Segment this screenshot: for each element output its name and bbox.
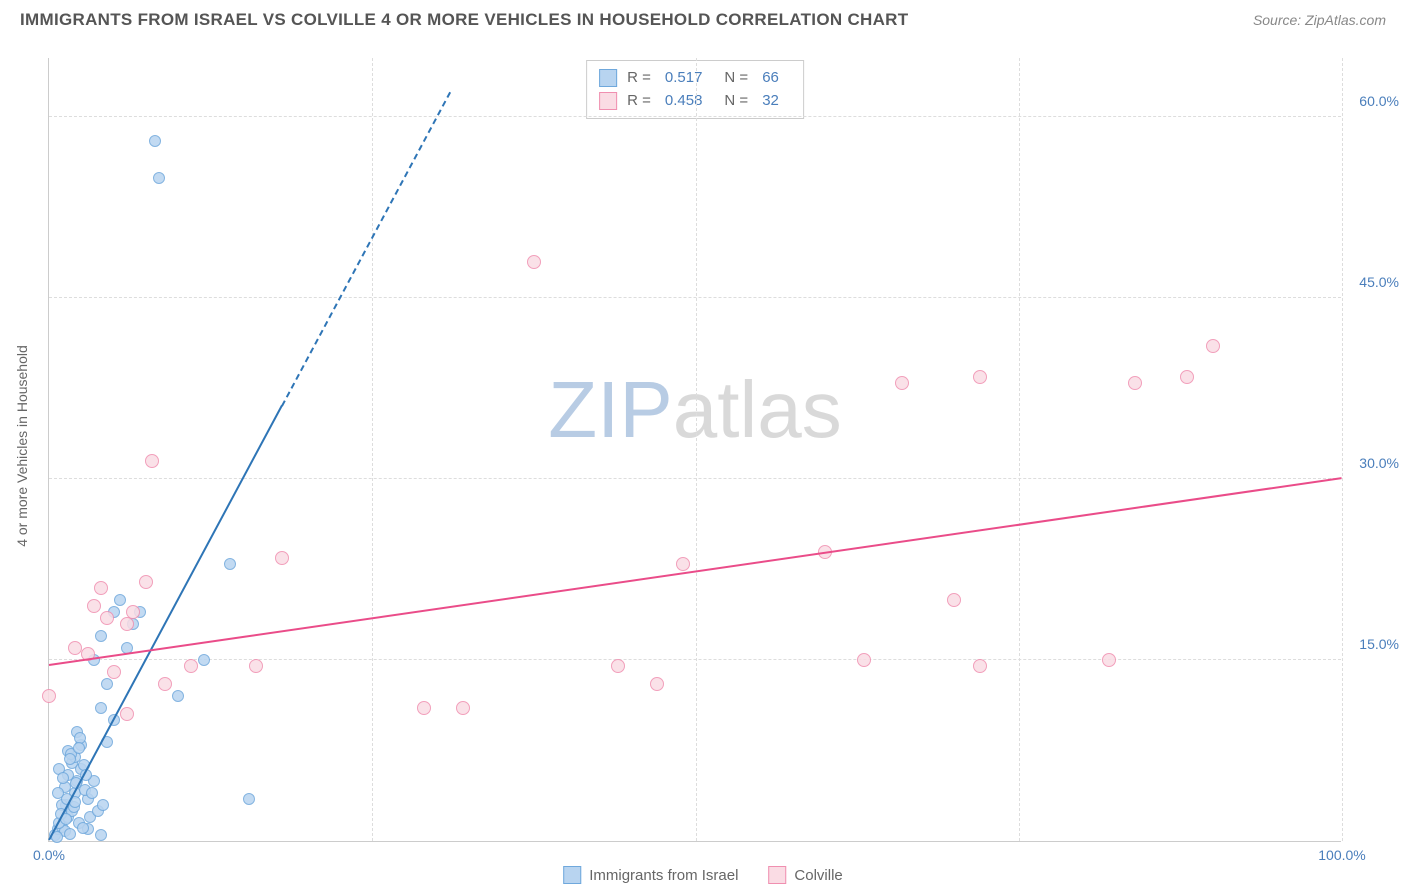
scatter-point-israel (243, 793, 255, 805)
scatter-point-colville (120, 617, 134, 631)
scatter-point-israel (95, 630, 107, 642)
scatter-point-israel (52, 787, 64, 799)
y-tick-label: 45.0% (1359, 274, 1399, 290)
legend: Immigrants from Israel Colville (563, 866, 843, 884)
scatter-point-israel (73, 742, 85, 754)
scatter-point-israel (97, 799, 109, 811)
scatter-point-israel (114, 594, 126, 606)
scatter-point-israel (86, 787, 98, 799)
scatter-point-israel (224, 558, 236, 570)
scatter-point-israel (153, 172, 165, 184)
scatter-point-colville (650, 677, 664, 691)
scatter-point-colville (1206, 339, 1220, 353)
scatter-point-israel (64, 828, 76, 840)
swatch-icon (563, 866, 581, 884)
y-axis-label: 4 or more Vehicles in Household (14, 345, 30, 547)
source-label: Source: ZipAtlas.com (1253, 12, 1386, 28)
y-tick-label: 30.0% (1359, 455, 1399, 471)
scatter-point-colville (94, 581, 108, 595)
scatter-point-colville (1180, 370, 1194, 384)
scatter-point-colville (139, 575, 153, 589)
scatter-point-colville (973, 370, 987, 384)
scatter-point-colville (87, 599, 101, 613)
scatter-point-israel (172, 690, 184, 702)
scatter-point-colville (417, 701, 431, 715)
gridline-v (1342, 58, 1343, 841)
scatter-point-colville (895, 376, 909, 390)
scatter-point-colville (184, 659, 198, 673)
scatter-point-colville (1128, 376, 1142, 390)
scatter-point-colville (126, 605, 140, 619)
scatter-point-colville (120, 707, 134, 721)
scatter-point-israel (101, 678, 113, 690)
scatter-point-israel (95, 829, 107, 841)
scatter-point-colville (68, 641, 82, 655)
scatter-point-colville (1102, 653, 1116, 667)
chart-title: IMMIGRANTS FROM ISRAEL VS COLVILLE 4 OR … (20, 10, 908, 30)
scatter-point-israel (64, 753, 76, 765)
scatter-point-israel (57, 772, 69, 784)
scatter-point-colville (100, 611, 114, 625)
legend-item: Immigrants from Israel (563, 866, 738, 884)
scatter-point-colville (145, 454, 159, 468)
legend-label: Immigrants from Israel (589, 867, 738, 884)
scatter-point-colville (456, 701, 470, 715)
scatter-point-israel (95, 702, 107, 714)
scatter-point-colville (857, 653, 871, 667)
swatch-icon (599, 69, 617, 87)
legend-item: Colville (768, 866, 842, 884)
y-tick-label: 60.0% (1359, 93, 1399, 109)
gridline-v (696, 58, 697, 841)
x-tick-label: 0.0% (33, 847, 65, 863)
y-tick-label: 15.0% (1359, 636, 1399, 652)
trend-line-dashed-israel (281, 92, 451, 407)
scatter-point-colville (249, 659, 263, 673)
swatch-icon (599, 92, 617, 110)
swatch-icon (768, 866, 786, 884)
trend-line-israel (48, 405, 283, 840)
scatter-point-colville (107, 665, 121, 679)
gridline-v (372, 58, 373, 841)
scatter-point-colville (42, 689, 56, 703)
scatter-point-colville (275, 551, 289, 565)
scatter-point-israel (149, 135, 161, 147)
correlation-scatter-chart: ZIPatlas R =0.517N =66R =0.458N =32 15.0… (48, 58, 1341, 842)
scatter-point-israel (198, 654, 210, 666)
scatter-point-colville (158, 677, 172, 691)
scatter-point-colville (527, 255, 541, 269)
scatter-point-colville (676, 557, 690, 571)
x-tick-label: 100.0% (1318, 847, 1365, 863)
legend-label: Colville (794, 867, 842, 884)
gridline-v (1019, 58, 1020, 841)
scatter-point-colville (973, 659, 987, 673)
scatter-point-colville (611, 659, 625, 673)
scatter-point-colville (947, 593, 961, 607)
scatter-point-israel (77, 822, 89, 834)
